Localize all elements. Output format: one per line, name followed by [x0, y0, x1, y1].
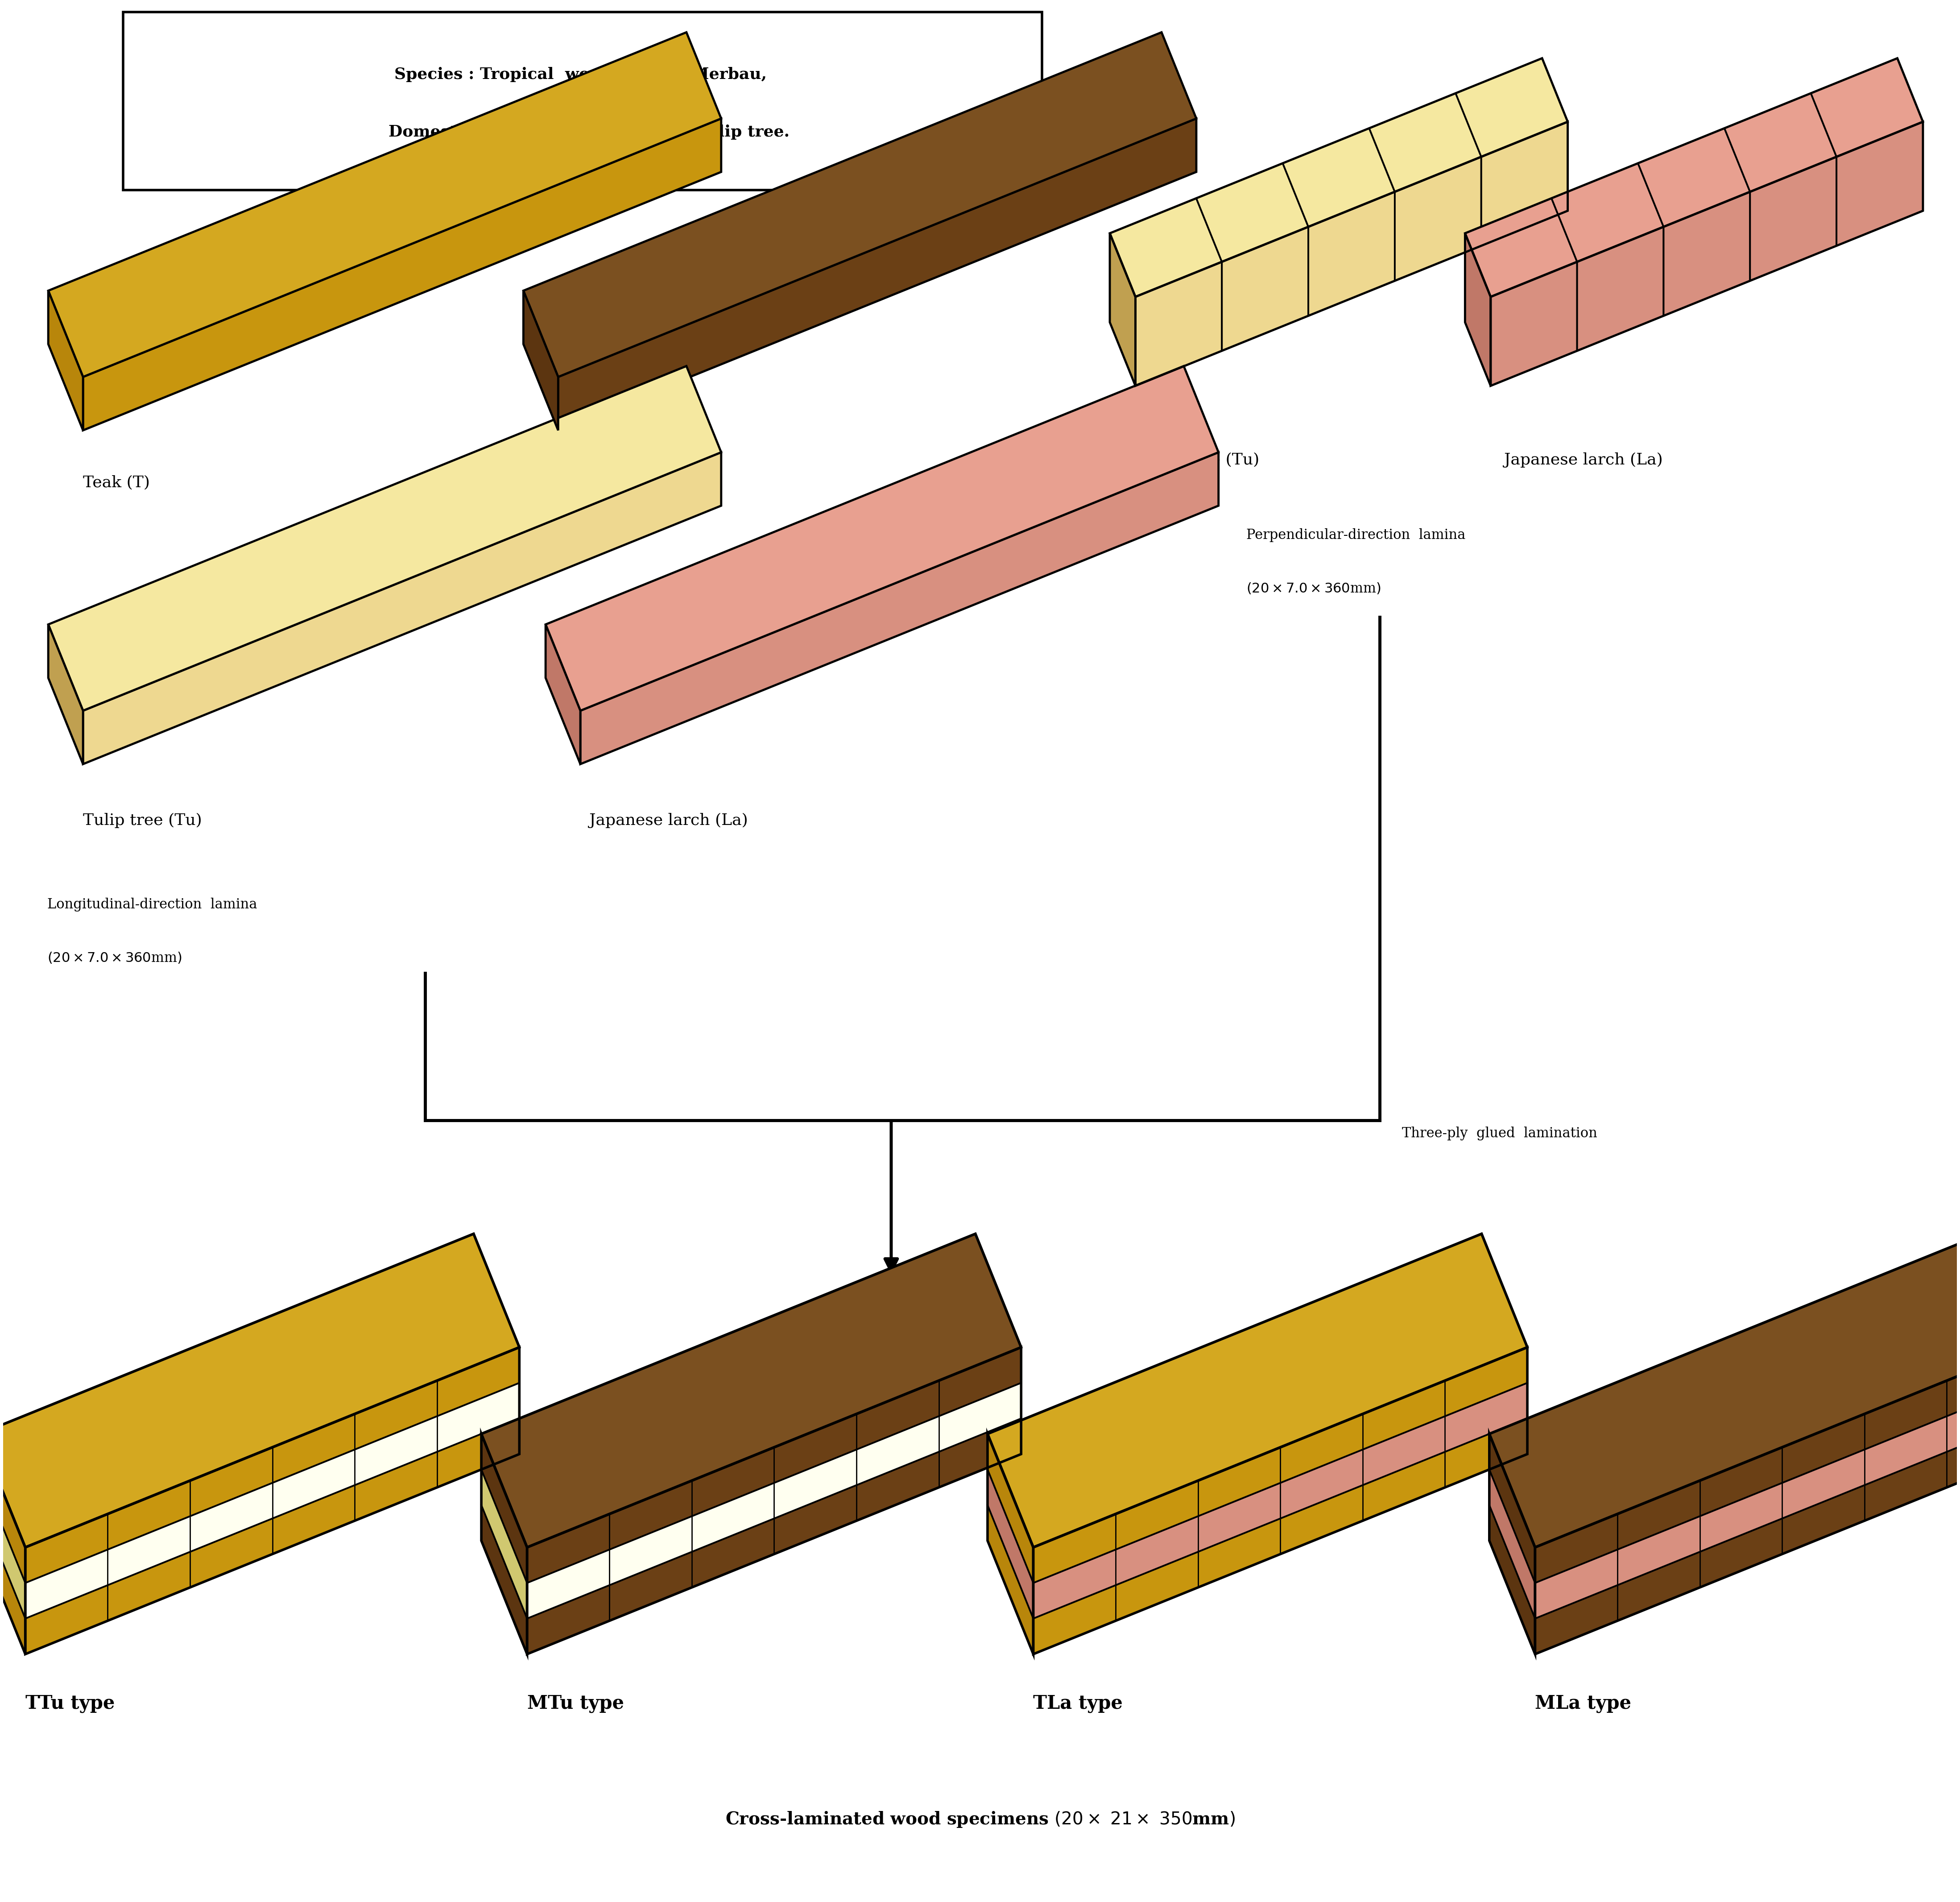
FancyBboxPatch shape	[123, 11, 1043, 190]
Polygon shape	[1578, 226, 1664, 350]
Polygon shape	[25, 1347, 519, 1582]
Polygon shape	[1309, 192, 1396, 316]
Polygon shape	[1639, 127, 1750, 226]
Polygon shape	[1535, 1383, 1960, 1619]
Polygon shape	[49, 624, 82, 765]
Polygon shape	[49, 365, 721, 711]
Polygon shape	[1456, 59, 1568, 156]
Polygon shape	[482, 1234, 1021, 1548]
Polygon shape	[1033, 1347, 1527, 1582]
Text: Cross-laminated wood specimens $(20\times\ 21\times\ 350$mm$)$: Cross-laminated wood specimens $(20\time…	[725, 1811, 1235, 1828]
Polygon shape	[1135, 262, 1221, 386]
Polygon shape	[1464, 198, 1578, 297]
Polygon shape	[1725, 93, 1837, 192]
Polygon shape	[1837, 122, 1923, 245]
Polygon shape	[82, 118, 721, 430]
Polygon shape	[1221, 226, 1309, 350]
Polygon shape	[0, 1504, 25, 1655]
Polygon shape	[0, 1470, 25, 1619]
Text: MTu type: MTu type	[527, 1695, 623, 1714]
Text: MLa type: MLa type	[1535, 1695, 1631, 1714]
Polygon shape	[482, 1434, 527, 1582]
Polygon shape	[49, 32, 721, 377]
Polygon shape	[527, 1347, 1021, 1582]
Polygon shape	[1490, 1434, 1535, 1582]
Polygon shape	[545, 365, 1219, 711]
Polygon shape	[1492, 262, 1578, 386]
Polygon shape	[1490, 1470, 1535, 1619]
Polygon shape	[0, 1434, 25, 1582]
Polygon shape	[1396, 156, 1482, 281]
Polygon shape	[1109, 198, 1221, 297]
Polygon shape	[1196, 164, 1309, 262]
Polygon shape	[1464, 234, 1492, 386]
Text: Japanese larch (La): Japanese larch (La)	[1503, 453, 1662, 468]
Text: Three-ply  glued  lamination: Three-ply glued lamination	[1401, 1126, 1597, 1141]
Polygon shape	[1033, 1383, 1527, 1619]
Polygon shape	[1033, 1419, 1527, 1655]
Polygon shape	[1552, 164, 1664, 262]
Polygon shape	[82, 453, 721, 765]
Polygon shape	[559, 118, 1196, 430]
Polygon shape	[482, 1470, 527, 1619]
Polygon shape	[1490, 1234, 1960, 1548]
Polygon shape	[988, 1234, 1527, 1548]
Text: Domestic woods: Japanese larch,  Tulip tree.: Domestic woods: Japanese larch, Tulip tr…	[370, 124, 790, 139]
Polygon shape	[1750, 156, 1837, 281]
Polygon shape	[1490, 1504, 1535, 1655]
Polygon shape	[523, 291, 559, 430]
Text: $(20\times7.0\times360$mm$)$: $(20\times7.0\times360$mm$)$	[47, 951, 182, 964]
Polygon shape	[1664, 192, 1750, 316]
Text: $(20\times7.0\times360$mm$)$: $(20\times7.0\times360$mm$)$	[1247, 582, 1382, 595]
Polygon shape	[1535, 1419, 1960, 1655]
Polygon shape	[988, 1470, 1033, 1619]
Polygon shape	[1482, 122, 1568, 245]
Text: Japanese larch (La): Japanese larch (La)	[590, 812, 749, 827]
Polygon shape	[523, 32, 1196, 377]
Text: TLa type: TLa type	[1033, 1695, 1123, 1714]
Text: Species : Tropical  woods : Teak, Merbau,: Species : Tropical woods : Teak, Merbau,	[394, 67, 766, 82]
Polygon shape	[1811, 59, 1923, 156]
Text: Tulip  tree (Tu): Tulip tree (Tu)	[1135, 453, 1260, 468]
Polygon shape	[25, 1419, 519, 1655]
Text: Perpendicular-direction  lamina: Perpendicular-direction lamina	[1247, 529, 1466, 542]
Text: Tulip tree (Tu): Tulip tree (Tu)	[82, 812, 202, 827]
Text: Merbau (M): Merbau (M)	[566, 476, 664, 491]
Polygon shape	[1535, 1347, 1960, 1582]
Polygon shape	[580, 453, 1219, 765]
Polygon shape	[988, 1434, 1033, 1582]
Polygon shape	[1370, 93, 1482, 192]
Polygon shape	[25, 1383, 519, 1619]
Text: Longitudinal-direction  lamina: Longitudinal-direction lamina	[47, 898, 257, 911]
Polygon shape	[527, 1419, 1021, 1655]
Polygon shape	[988, 1504, 1033, 1655]
Polygon shape	[0, 1234, 519, 1548]
Polygon shape	[527, 1383, 1021, 1619]
Polygon shape	[482, 1504, 527, 1655]
Polygon shape	[1109, 234, 1135, 386]
Polygon shape	[1282, 127, 1396, 226]
Polygon shape	[49, 291, 82, 430]
Polygon shape	[545, 624, 580, 765]
Text: TTu type: TTu type	[25, 1695, 116, 1714]
Text: Teak (T): Teak (T)	[82, 476, 149, 491]
